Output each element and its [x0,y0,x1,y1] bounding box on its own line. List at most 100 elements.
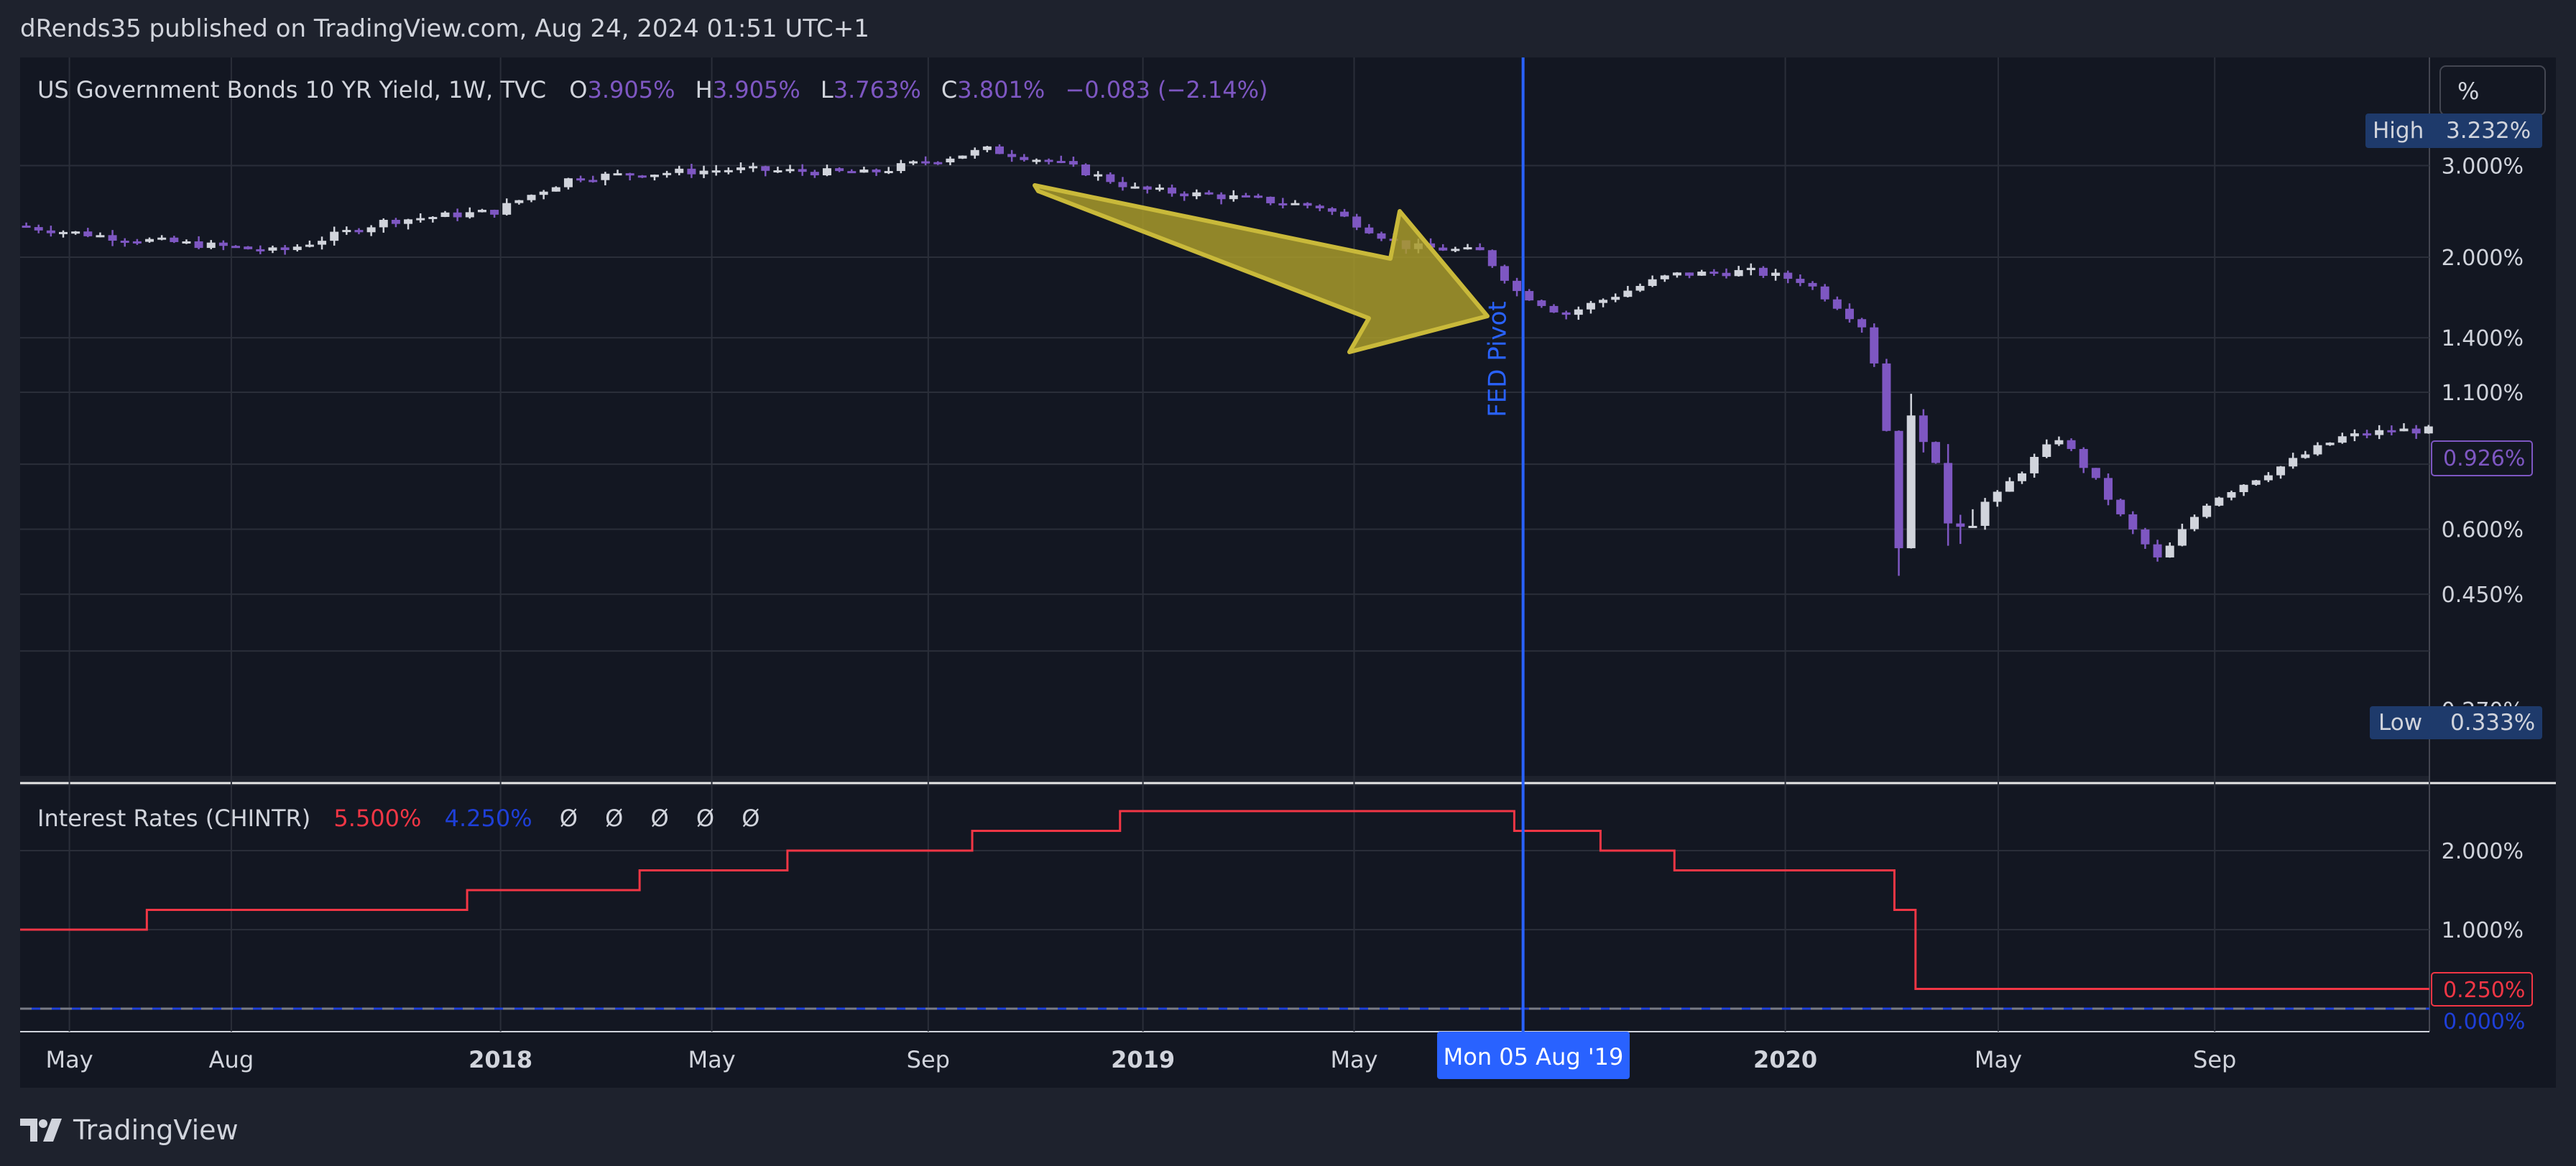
fed-pivot-label: FED Pivot [1484,301,1513,417]
candle-body [428,216,438,219]
time-axis[interactable]: May Aug 2018 May Sep 2019 May 2020 May Sep [46,1046,2237,1073]
price-axis[interactable]: 3.000%2.000%1.400%1.100%0.800%0.600%0.45… [2442,154,2524,723]
time-tick-label: Aug [209,1046,254,1073]
candle-body [1229,195,1238,200]
legend-h-label: H [696,76,713,103]
candle-body [946,158,955,162]
candle-body [1758,267,1768,276]
candle-body [2289,458,2298,467]
candle-body [1327,208,1337,212]
rates-legend-empty-3: Ø [651,805,669,832]
scale-mode-label: % [2457,78,2479,105]
candle-body [810,172,819,176]
candle-body [2177,529,2187,546]
candle-body [2276,466,2286,476]
candle-body [933,162,943,165]
price-tick-label: 1.100% [2442,381,2524,406]
candle-body [2153,544,2162,557]
candle-body [2018,473,2027,481]
candle-body [2116,499,2125,514]
rates-axis[interactable]: 2.000% 1.000% [2442,839,2524,943]
candle-body [1365,227,1374,233]
candle-body [1513,280,1522,292]
candle-body [699,170,708,175]
candle-body [218,242,228,246]
candle-body [822,168,831,176]
candle-body [231,246,241,249]
rates-tick-label: 2.000% [2442,839,2524,864]
candle-body [2375,430,2384,435]
candle-body [1278,203,1288,205]
time-tick-label: 2020 [1753,1046,1817,1073]
candle-body [1056,160,1066,163]
candle-body [2042,444,2051,457]
candle-body [1007,154,1017,157]
candle-body [724,170,733,172]
candle-body [896,163,905,172]
candle-body [330,231,339,241]
candle-body [576,178,586,181]
candle-body [2313,445,2322,455]
candle-body [354,230,364,233]
scale-mode-button[interactable] [2439,65,2546,116]
candle-body [1832,299,1842,309]
candle-body [2251,480,2261,485]
candle-body [2165,545,2174,557]
tradingview-logo[interactable]: TradingView [20,1112,239,1148]
candle-body [83,231,93,236]
candle-body [2190,517,2199,529]
candle-body [1487,250,1497,267]
legend-close: 3.801% [957,76,1045,103]
candle-body [120,241,129,244]
rates-line-red [20,810,2429,990]
candle-body [132,241,142,244]
candle-body [1599,300,1608,303]
candle-body [551,187,560,192]
candle-body [1771,272,1781,276]
publish-info: dRends35 published on TradingView.com, A… [20,14,869,43]
price-tick-label: 1.400% [2442,326,2524,351]
rates-legend-empty-5: Ø [742,805,760,832]
candle-body [1623,290,1633,297]
candle-body [1303,203,1312,206]
candle-body [502,203,512,215]
candle-body [625,173,634,176]
candle-body [2227,491,2236,498]
high-badge [2365,114,2542,148]
candle-body [145,239,154,242]
candle-body [588,180,598,182]
candle-body [404,219,413,224]
candle-body [318,241,327,245]
candle-body [711,170,721,173]
candle-body [563,178,573,188]
last-price-value: 0.926% [2443,446,2525,471]
candle-body [2067,440,2076,449]
candle-body [182,241,191,244]
candle-body [1291,203,1300,205]
rates-legend-empty-4: Ø [696,805,714,832]
candle-body [675,168,684,173]
candle-body [1919,415,1928,443]
candle-body [514,200,524,203]
candle-body [736,167,745,170]
low-value: 0.333% [2450,710,2535,736]
rates-legend-empty-2: Ø [605,805,623,832]
time-tick-label: May [688,1046,735,1073]
candle-body [1315,205,1324,208]
candle-body [59,231,68,234]
legend-o-label: O [569,76,587,103]
candle-body [305,244,314,247]
candle-body [1635,285,1645,291]
candle-body [2325,443,2335,445]
down-trend-arrow-drawing[interactable] [1033,183,1490,354]
candle-body [453,212,462,218]
candle-body [34,227,43,231]
candle-body [1722,272,1731,277]
legend-open: 3.905% [587,76,675,103]
candle-body [1537,300,1546,306]
legend-l-label: L [821,76,834,103]
candle-body [477,210,486,213]
candle-body [1672,272,1681,276]
candle-body [1020,157,1029,160]
